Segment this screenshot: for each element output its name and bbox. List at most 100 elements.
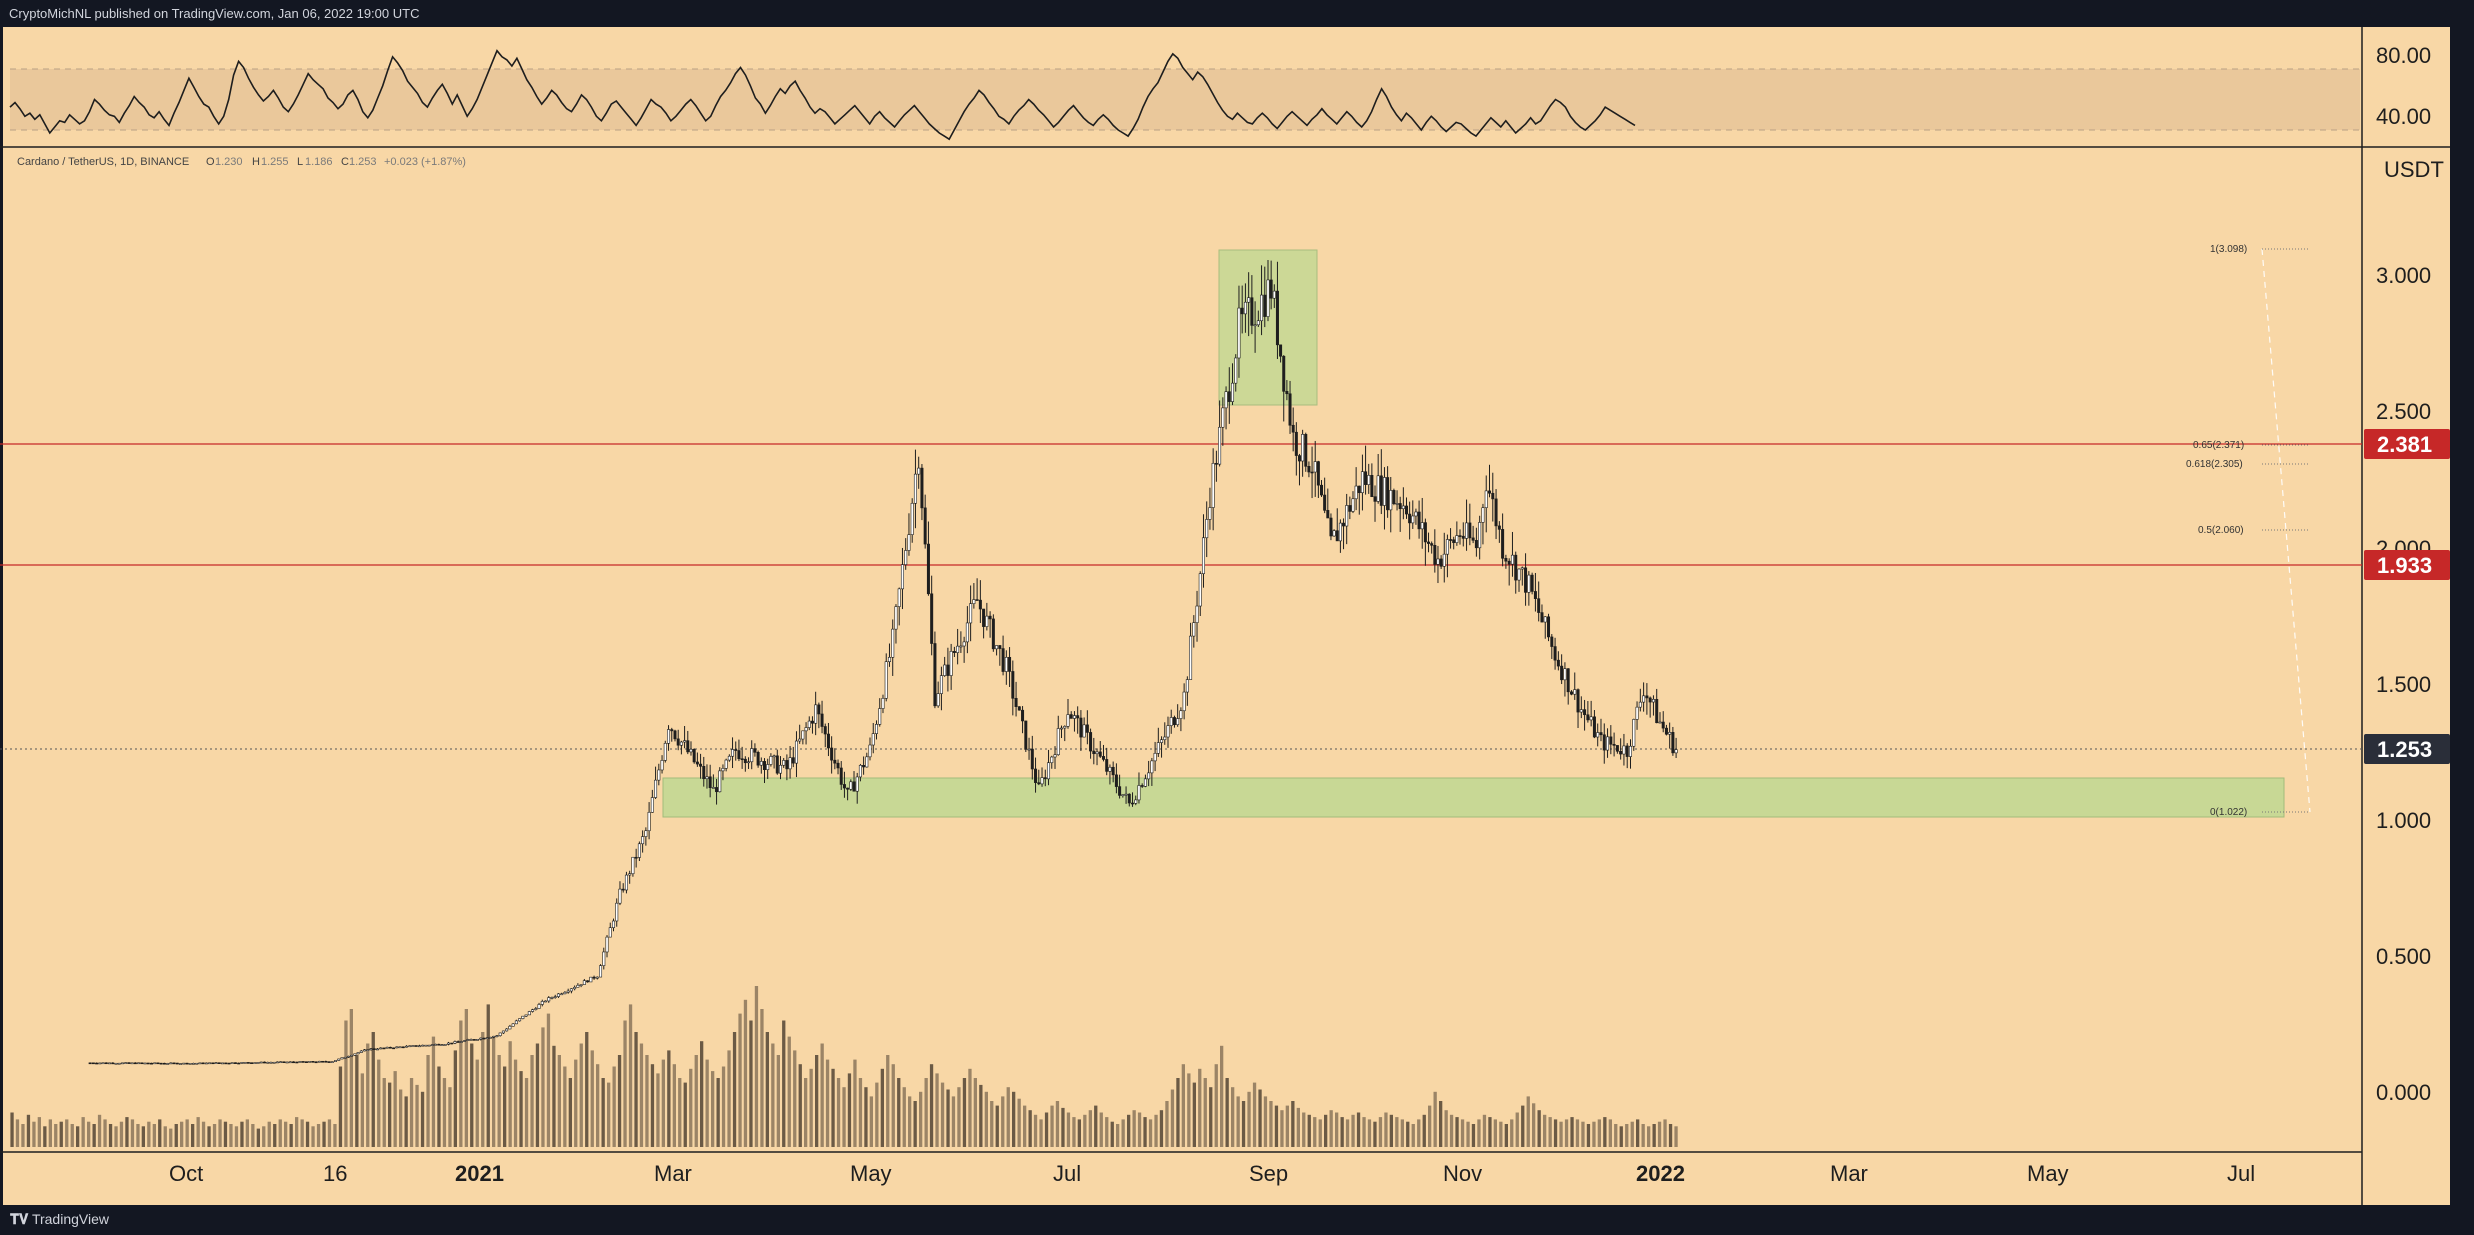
candle-body — [1504, 557, 1508, 562]
candle-body — [353, 1053, 357, 1056]
candle-body — [1439, 558, 1443, 567]
candle-body — [1547, 616, 1551, 638]
volume-bar — [399, 1089, 403, 1147]
volume-bar — [815, 1055, 819, 1147]
candle-body — [772, 755, 776, 758]
volume-bar — [316, 1124, 321, 1147]
candle-body — [243, 1062, 247, 1064]
candle-body — [1182, 691, 1186, 712]
candle-body — [301, 1061, 305, 1063]
candle-body — [1323, 494, 1327, 511]
volume-bar — [979, 1084, 983, 1147]
candle-body — [524, 1014, 528, 1017]
candle-body — [1494, 498, 1498, 527]
candle-body — [1218, 426, 1222, 465]
volume-bar — [836, 1078, 841, 1147]
candle-body — [995, 645, 999, 650]
volume-bar — [1586, 1124, 1591, 1147]
top-bar: CryptoMichNL published on TradingView.co… — [0, 0, 2474, 27]
candle-body — [1310, 471, 1314, 474]
volume-bar — [1351, 1114, 1355, 1147]
candle-body — [159, 1062, 163, 1065]
candle-body — [634, 856, 638, 859]
volume-bar — [119, 1121, 124, 1147]
fib-label-05: 0.5(2.060) — [2198, 525, 2244, 536]
volume-bar — [1395, 1117, 1399, 1147]
candle-body — [214, 1062, 218, 1064]
candle-body — [324, 1060, 328, 1063]
volume-bar — [689, 1068, 693, 1147]
legend-symbol: Cardano / TetherUS, 1D, BINANCE — [17, 156, 189, 168]
volume-bar — [678, 1078, 682, 1147]
candle-body — [1082, 724, 1086, 738]
volume-bar — [212, 1124, 217, 1147]
volume-bar — [1581, 1121, 1585, 1147]
volume-bar — [1477, 1119, 1481, 1147]
candle-body — [1481, 507, 1485, 523]
candle-body — [421, 1044, 425, 1047]
volume-bar — [81, 1117, 85, 1147]
volume-bar — [267, 1121, 271, 1147]
candle-body — [437, 1043, 441, 1046]
candle-body — [1471, 537, 1475, 541]
volume-bar — [1258, 1089, 1262, 1147]
volume-bar — [278, 1119, 282, 1147]
volume-bar — [470, 1043, 474, 1147]
candle-body — [1053, 754, 1057, 758]
candle-body — [1586, 714, 1590, 721]
candle-body — [1514, 554, 1518, 581]
candle-body — [868, 744, 872, 758]
candle-body — [346, 1055, 350, 1058]
candle-body — [1606, 736, 1610, 751]
volume-bar — [448, 1087, 452, 1147]
candle-body — [1599, 732, 1603, 736]
candle-body — [472, 1039, 476, 1041]
volume-bar — [442, 1078, 447, 1147]
volume-bar — [1302, 1112, 1306, 1147]
volume-bar — [946, 1089, 950, 1147]
candle-body — [411, 1045, 415, 1047]
candle-body — [1198, 573, 1202, 607]
volume-bar — [1411, 1124, 1415, 1147]
volume-bar — [1116, 1124, 1120, 1147]
candle-body — [91, 1062, 95, 1065]
chart-canvas[interactable]: 80.00 40.00 Cardano / TetherUS, 1D, BINA… — [0, 27, 2474, 1205]
candle-body — [211, 1062, 215, 1065]
volume-bar — [990, 1101, 994, 1147]
chart-background — [0, 27, 2474, 1205]
volume-bar — [1148, 1119, 1153, 1147]
volume-bar — [607, 1082, 611, 1147]
volume-bar — [1466, 1121, 1470, 1147]
candle-body — [833, 759, 837, 764]
candle-body — [1436, 558, 1440, 565]
volume-bar — [897, 1078, 901, 1147]
candle-body — [1192, 622, 1196, 637]
candle-body — [495, 1035, 499, 1037]
volume-bar — [1406, 1121, 1410, 1147]
candle-body — [763, 761, 767, 771]
candle-body — [930, 593, 934, 644]
volume-bar — [174, 1124, 178, 1147]
volume-bar — [1132, 1110, 1136, 1147]
volume-bar — [54, 1124, 58, 1147]
candle-body — [375, 1048, 379, 1051]
volume-bar — [1099, 1112, 1103, 1147]
candle-body — [874, 724, 878, 734]
volume-bar — [579, 1043, 583, 1147]
time-tick-sep: Sep — [1249, 1161, 1288, 1186]
volume-bar — [125, 1117, 129, 1147]
candle-body — [191, 1062, 195, 1065]
volume-bar — [1674, 1126, 1678, 1147]
volume-bar — [201, 1121, 206, 1147]
candle-body — [1127, 793, 1131, 804]
candle-body — [1530, 574, 1534, 592]
candle-body — [852, 781, 856, 792]
candle-body — [878, 708, 882, 725]
candle-body — [975, 599, 979, 601]
candle-body — [1272, 290, 1276, 299]
tradingview-logo[interactable]: 𝐓𝐕 TradingView — [10, 1211, 109, 1228]
candle-body — [702, 766, 706, 780]
candle-body — [1285, 391, 1289, 395]
volume-bar — [940, 1082, 945, 1147]
candle-body — [95, 1062, 99, 1065]
